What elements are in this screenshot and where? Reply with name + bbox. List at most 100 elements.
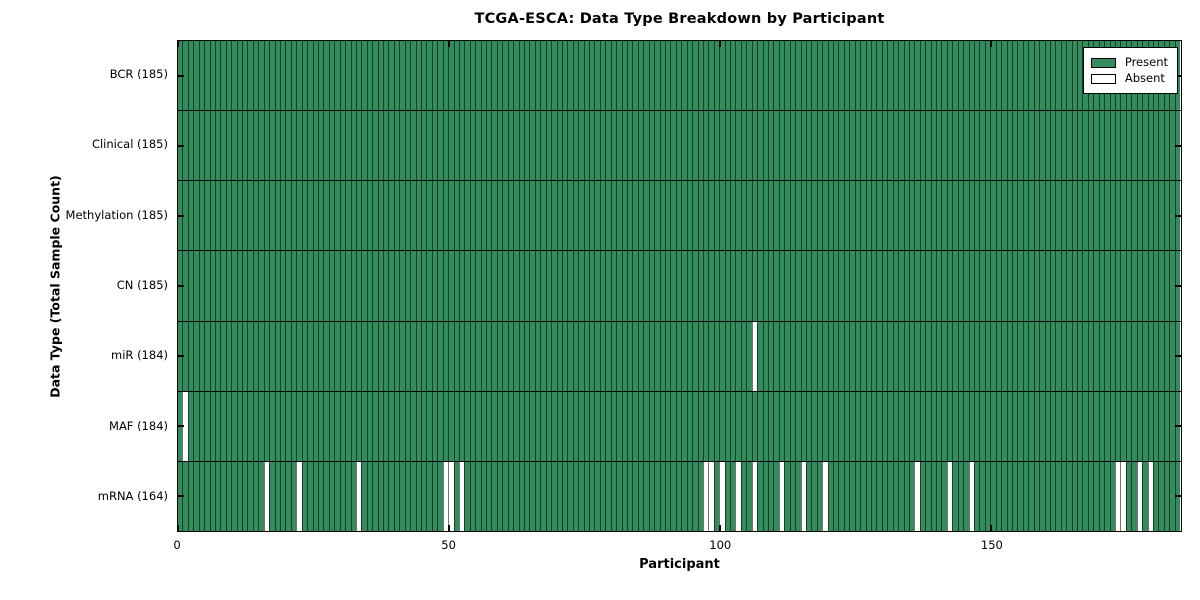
present-cell bbox=[681, 391, 687, 461]
present-cell bbox=[285, 321, 291, 391]
present-cell bbox=[540, 41, 546, 111]
present-cell bbox=[187, 461, 194, 531]
present-cell bbox=[301, 111, 308, 181]
present-cell bbox=[502, 181, 508, 251]
present-cell bbox=[805, 41, 812, 111]
present-cell bbox=[963, 181, 969, 251]
present-cell bbox=[876, 251, 882, 321]
present-cell bbox=[1120, 111, 1126, 181]
present-cell bbox=[204, 461, 210, 531]
present-cell bbox=[887, 251, 893, 321]
present-cell bbox=[339, 391, 346, 461]
present-cell bbox=[534, 251, 541, 321]
present-cell bbox=[1098, 181, 1105, 251]
present-cell bbox=[285, 111, 291, 181]
present-cell bbox=[269, 321, 275, 391]
present-cell bbox=[1017, 391, 1023, 461]
present-cell bbox=[708, 321, 714, 391]
present-cell bbox=[1125, 391, 1132, 461]
present-cell bbox=[464, 461, 470, 531]
present-cell bbox=[1006, 391, 1012, 461]
present-cell bbox=[1158, 251, 1164, 321]
present-cell bbox=[746, 391, 752, 461]
present-cell bbox=[426, 111, 432, 181]
present-cell bbox=[366, 461, 373, 531]
present-cell bbox=[816, 111, 823, 181]
present-cell bbox=[757, 41, 763, 111]
present-cell bbox=[908, 461, 915, 531]
present-cell bbox=[681, 321, 687, 391]
present-cell bbox=[740, 321, 747, 391]
present-cell bbox=[312, 461, 318, 531]
present-cell bbox=[740, 41, 747, 111]
present-cell bbox=[838, 461, 844, 531]
present-cell bbox=[854, 41, 861, 111]
present-cell bbox=[1049, 391, 1056, 461]
present-cell bbox=[317, 251, 324, 321]
present-cell bbox=[1066, 461, 1072, 531]
present-cell bbox=[979, 181, 985, 251]
present-cell bbox=[621, 111, 628, 181]
present-cell bbox=[529, 321, 535, 391]
present-cell bbox=[583, 461, 590, 531]
present-cell bbox=[1022, 41, 1029, 111]
y-tick-mark bbox=[178, 425, 184, 427]
y-tick-label: miR (184) bbox=[111, 348, 168, 363]
present-cell bbox=[1093, 111, 1099, 181]
present-cell bbox=[1163, 181, 1170, 251]
present-cell bbox=[1044, 41, 1050, 111]
present-cell bbox=[843, 181, 850, 251]
present-cell bbox=[1033, 391, 1040, 461]
absent-cell bbox=[1120, 461, 1126, 531]
present-cell bbox=[914, 391, 920, 461]
present-cell bbox=[1011, 461, 1018, 531]
present-cell bbox=[475, 111, 481, 181]
present-cell bbox=[648, 41, 655, 111]
present-cell bbox=[941, 251, 947, 321]
present-cell bbox=[339, 321, 346, 391]
present-cell bbox=[637, 321, 644, 391]
present-cell bbox=[480, 391, 487, 461]
present-cell bbox=[242, 461, 248, 531]
present-cell bbox=[827, 251, 834, 321]
present-cell bbox=[204, 391, 210, 461]
present-cell bbox=[881, 251, 888, 321]
present-cell bbox=[225, 181, 232, 251]
present-cell bbox=[269, 111, 275, 181]
present-cell bbox=[1039, 181, 1045, 251]
present-cell bbox=[1087, 251, 1094, 321]
present-cell bbox=[1109, 461, 1115, 531]
present-cell bbox=[317, 111, 324, 181]
present-cell bbox=[518, 41, 524, 111]
present-cell bbox=[654, 181, 660, 251]
present-cell bbox=[317, 321, 324, 391]
present-cell bbox=[800, 41, 806, 111]
present-cell bbox=[551, 41, 557, 111]
present-cell bbox=[410, 41, 416, 111]
present-cell bbox=[805, 251, 812, 321]
present-cell bbox=[1033, 181, 1040, 251]
present-cell bbox=[908, 251, 915, 321]
present-cell bbox=[805, 391, 812, 461]
present-cell bbox=[355, 111, 362, 181]
present-cell bbox=[952, 251, 958, 321]
present-cell bbox=[513, 251, 519, 321]
present-cell bbox=[269, 41, 275, 111]
present-cell bbox=[767, 391, 774, 461]
present-cell bbox=[930, 321, 937, 391]
present-cell bbox=[426, 41, 432, 111]
present-cell bbox=[312, 41, 318, 111]
present-cell bbox=[502, 321, 508, 391]
present-cell bbox=[1055, 181, 1061, 251]
present-cell bbox=[708, 181, 714, 251]
present-cell bbox=[616, 391, 622, 461]
present-cell bbox=[583, 391, 590, 461]
present-cell bbox=[491, 251, 497, 321]
heatmap-row-methylation bbox=[178, 181, 1181, 252]
present-cell bbox=[686, 391, 693, 461]
present-cell bbox=[746, 251, 752, 321]
present-cell bbox=[979, 321, 985, 391]
present-cell bbox=[214, 111, 221, 181]
present-cell bbox=[664, 41, 671, 111]
present-cell bbox=[1066, 41, 1072, 111]
